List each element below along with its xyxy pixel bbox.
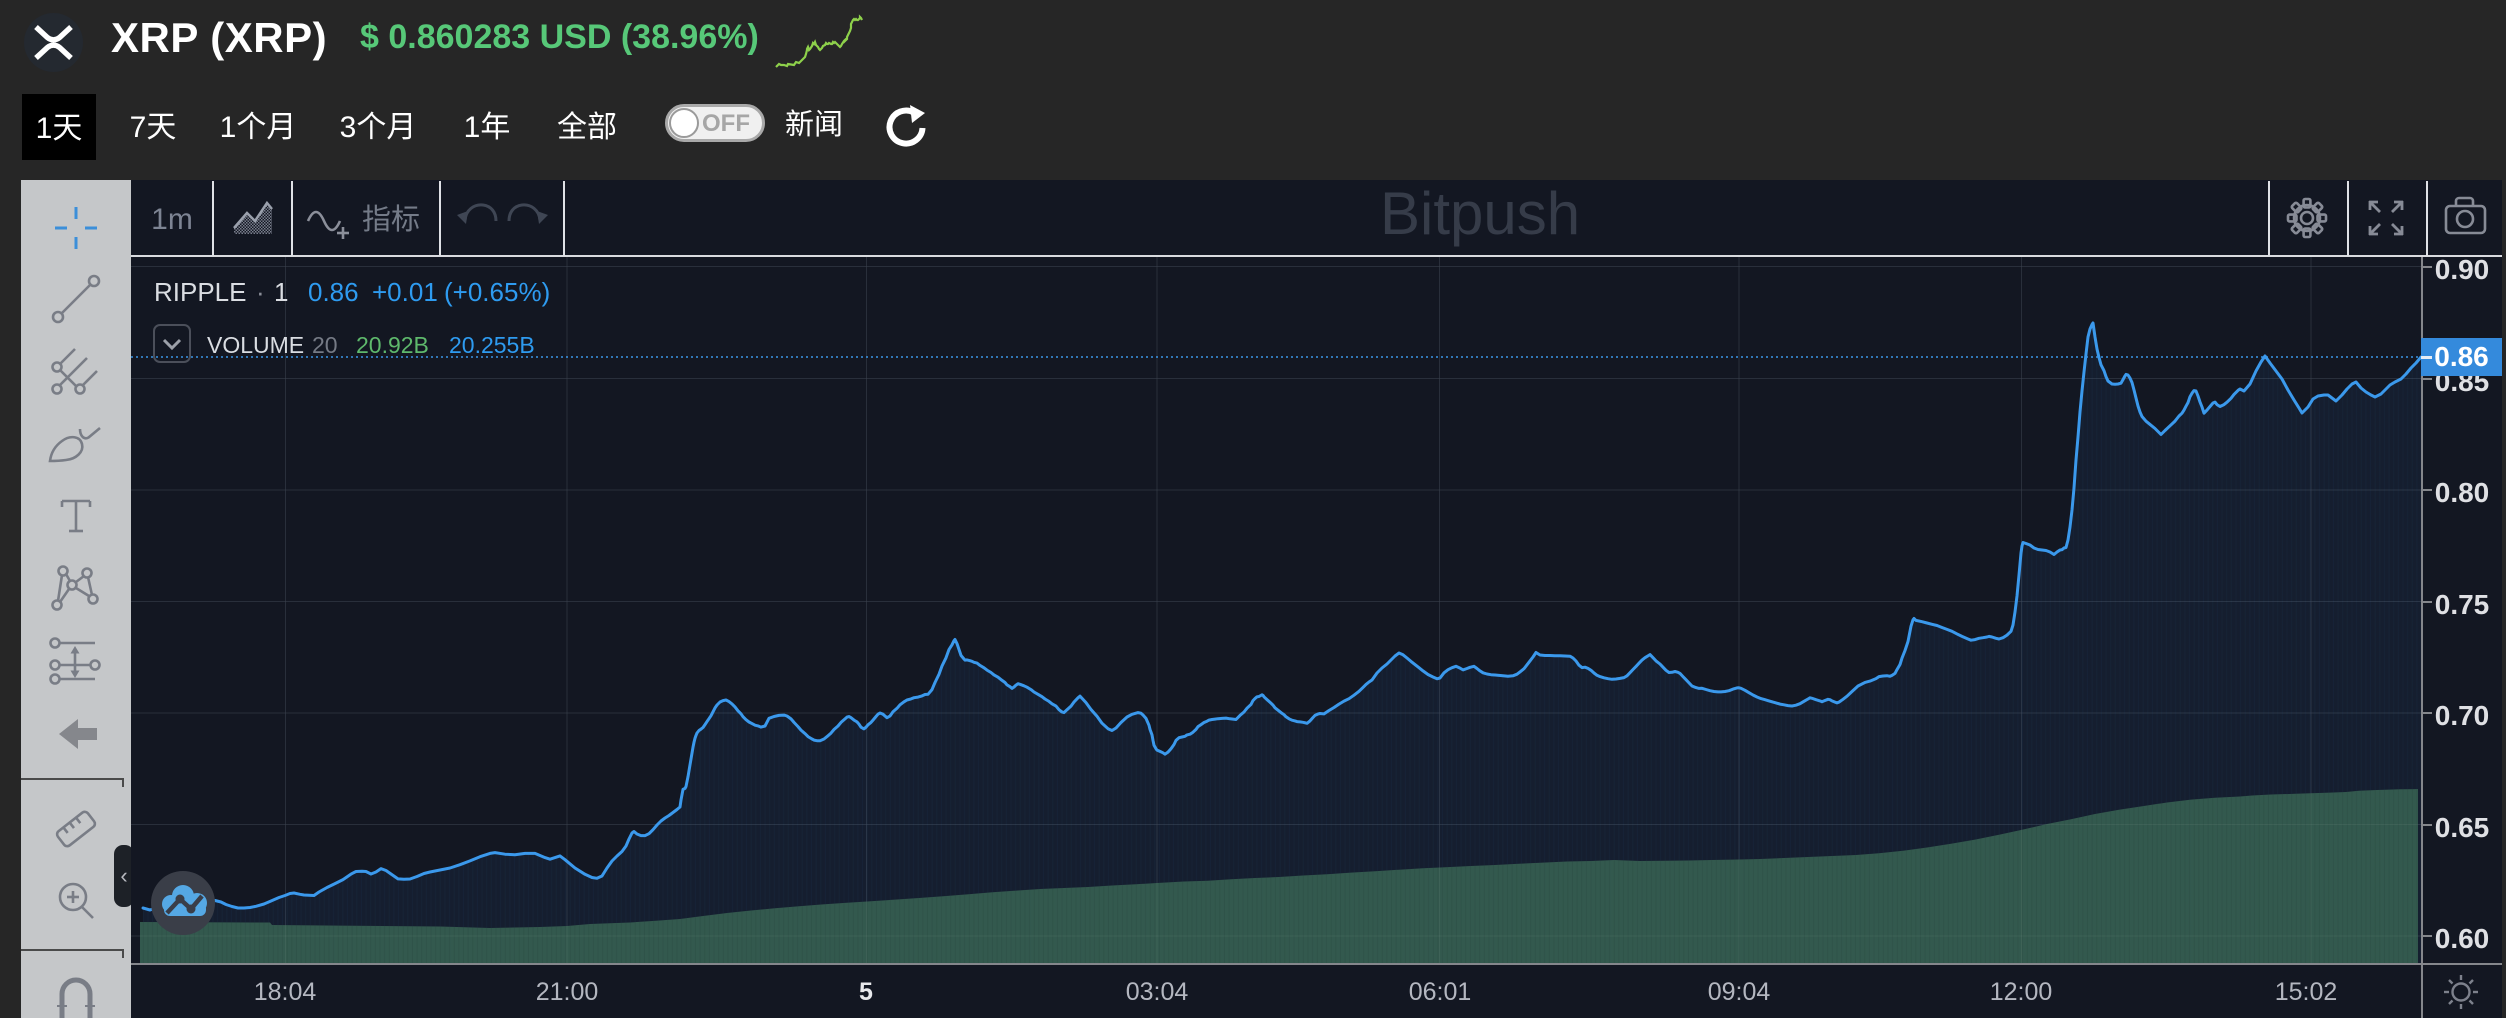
svg-text:指标: 指标 [362,203,420,236]
